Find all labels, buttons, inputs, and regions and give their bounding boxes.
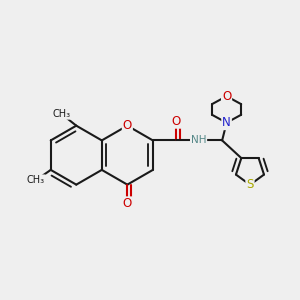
Text: O: O [172,115,181,128]
Text: O: O [222,90,231,103]
Text: S: S [246,178,254,191]
Text: CH₃: CH₃ [27,175,45,185]
Text: CH₃: CH₃ [52,109,70,119]
Text: NH: NH [191,135,206,146]
Text: N: N [222,116,231,129]
Text: O: O [123,197,132,210]
Text: O: O [123,119,132,132]
